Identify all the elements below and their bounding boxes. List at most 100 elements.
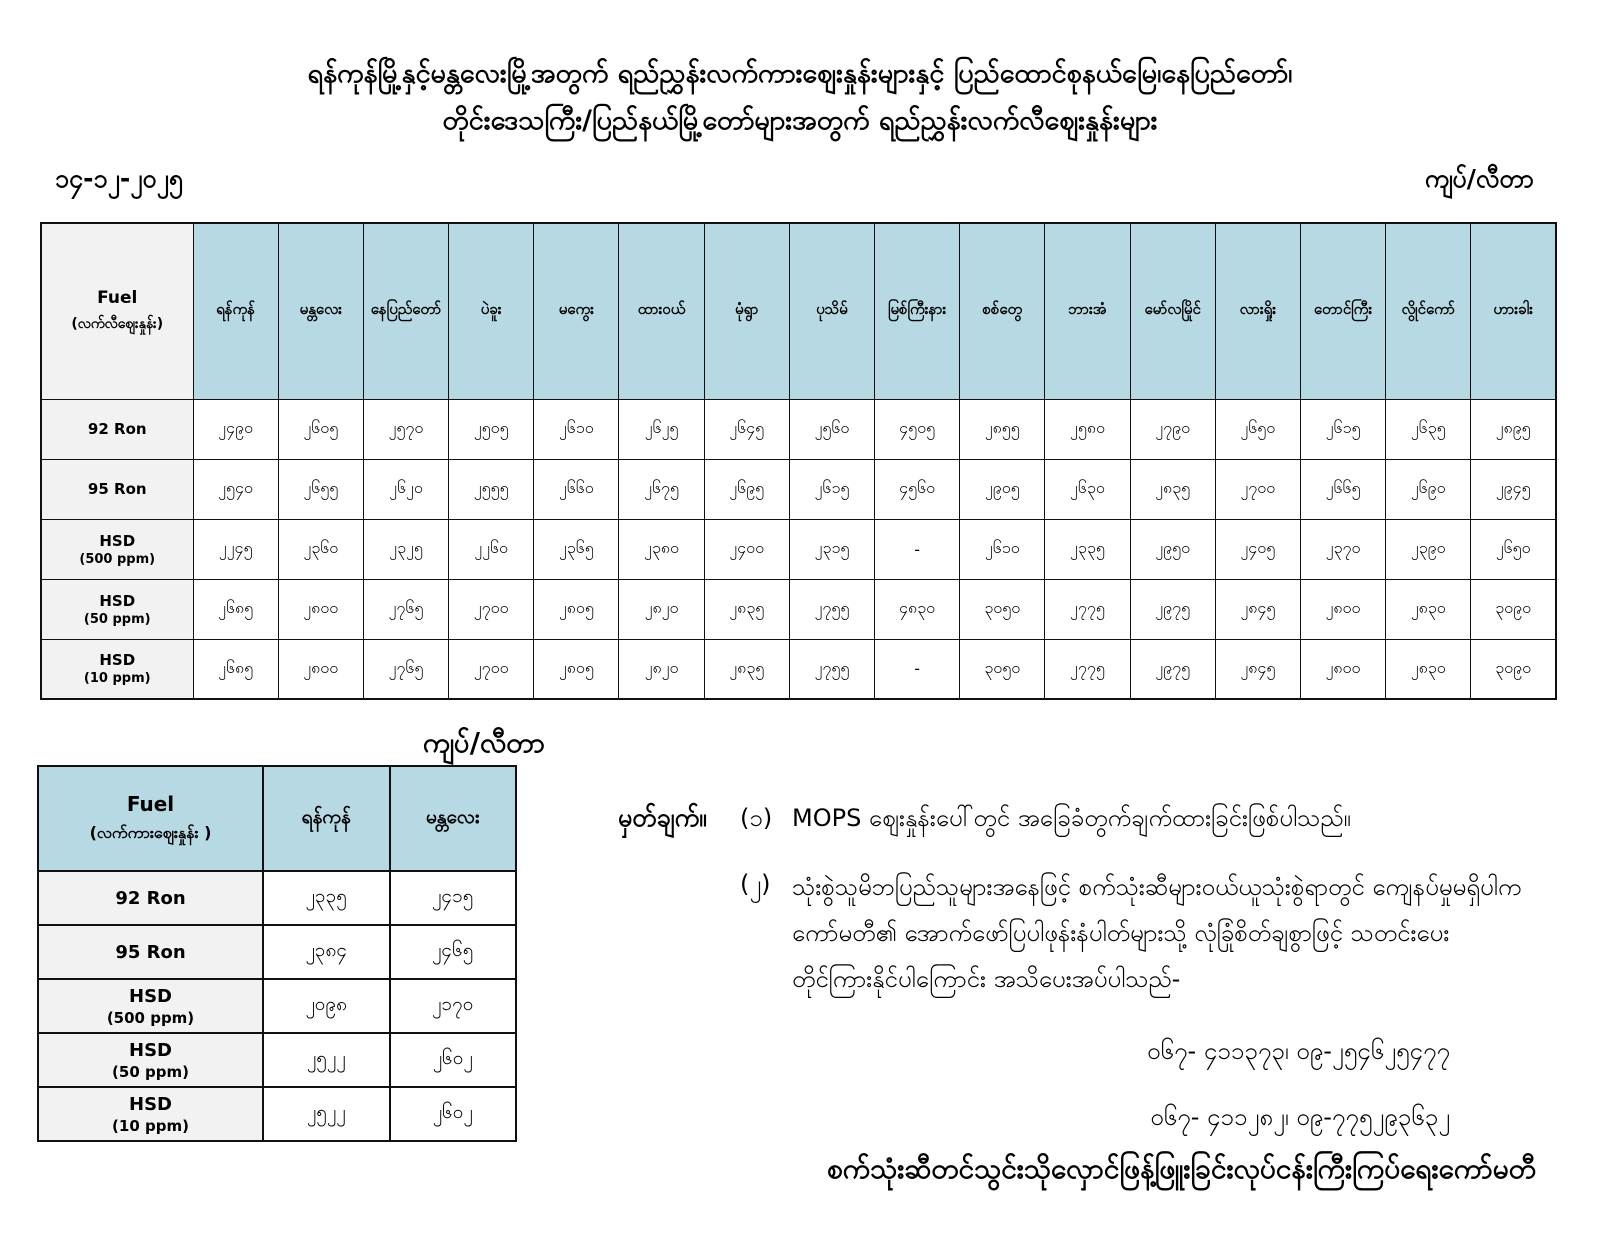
retail-price-cell-r0-c8: ၄၅၀၅ xyxy=(873,398,961,460)
retail-table-body: 92 Ron ၂၄၉၀ ၂၆၀၅ ၂၅၇၀ ၂၅၀၅ ၂၆၁၀ ၂၆၂၅ ၂၆၄၅ ၂၅၆၀ ၄၅… xyxy=(40,398,1557,700)
retail-price-cell-r4-c5: ၂၈၂၀ xyxy=(618,638,705,700)
retail-price-cell-r3-c7: ၂၇၅၅ xyxy=(788,578,876,640)
retail-city-header-4: မကွေး xyxy=(533,222,620,400)
retail-row-label-2: HSD (500 ppm) xyxy=(40,518,194,580)
retail-price-cell-r2-c10: ၂၃၃၅ xyxy=(1044,518,1131,580)
wholesale-fuel-name: HSD xyxy=(129,1093,172,1115)
retail-fuel-spec: (500 ppm) xyxy=(79,551,156,567)
wholesale-fuel-header-subtitle: (လက်ကားဈေးနှုန်း ) xyxy=(89,822,212,842)
retail-row-3: HSD (50 ppm) ၂၆၈၅ ၂၈၀၀ ၂၇၆၅ ၂၇၀၀ ၂၈၀၅ ၂၈၂၀ ၂၈၃၅၂… xyxy=(40,578,1557,640)
retail-row-2: HSD (500 ppm) ၂၂၄၅ ၂၃၆၀ ၂၃၂၅ ၂၂၆၀ ၂၃၆၅ ၂၃၈၀ ၂၄၀၀… xyxy=(40,518,1557,580)
wholesale-price-cell-r3-c1: ၂၆၀၂ xyxy=(388,1032,517,1088)
committee-signature: စက်သုံးဆီတင်သွင်းသိုလှောင်ဖြန့်ဖြူးခြင်း… xyxy=(826,1152,1536,1185)
note-2-line-1: သုံးစွဲသူမိဘပြည်သူများအနေဖြင့် စက်သုံးဆီ… xyxy=(792,873,1522,901)
retail-price-cell-r2-c0: ၂၂၄၅ xyxy=(192,518,279,580)
retail-price-cell-r4-c6: ၂၈၃၅ xyxy=(703,638,790,700)
retail-price-cell-r1-c9: ၂၉၀၅ xyxy=(959,458,1046,520)
retail-price-cell-r3-c13: ၂၈၀၀ xyxy=(1299,578,1387,640)
retail-price-cell-r0-c15: ၂၈၉၅ xyxy=(1470,398,1557,460)
retail-price-cell-r4-c14: ၂၈၃၀ xyxy=(1385,638,1472,700)
retail-fuel-header-cell: Fuel (လက်လီဈေးနှုန်း) xyxy=(40,222,194,400)
retail-price-cell-r2-c1: ၂၃၆၀ xyxy=(277,518,364,580)
retail-city-header-8: မြစ်ကြီးနား xyxy=(873,222,961,400)
wholesale-table-header: Fuel (လက်ကားဈေးနှုန်း ) ရန်ကုန် မန္တလေး xyxy=(37,765,517,872)
retail-fuel-spec: (50 ppm) xyxy=(83,611,151,627)
note-1-number: (၁) xyxy=(740,804,773,832)
phone-line-2: ၀၆၇- ၄၁၁၂၈၂၊ ၀၉-၇၇၅၂၉၃၆၃၂ xyxy=(1150,1103,1450,1131)
wholesale-row-2: HSD (500 ppm) ၂၀၉၈ ၂၁၇၀ xyxy=(37,978,517,1034)
retail-price-cell-r4-c8: - xyxy=(873,638,961,700)
retail-price-cell-r3-c12: ၂၈၄၅ xyxy=(1214,578,1301,640)
wholesale-price-cell-r2-c1: ၂၁၇၀ xyxy=(388,978,517,1034)
retail-city-header-0: ရန်ကုန် xyxy=(192,222,279,400)
notes-heading: မှတ်ချက်။ xyxy=(618,803,707,832)
retail-price-cell-r2-c14: ၂၃၉၀ xyxy=(1385,518,1472,580)
wholesale-price-table: Fuel (လက်ကားဈေးနှုန်း ) ရန်ကုန် မန္တလေး 9… xyxy=(37,765,517,1142)
retail-price-cell-r0-c1: ၂၆၀၅ xyxy=(277,398,364,460)
retail-price-cell-r0-c5: ၂၆၂၅ xyxy=(618,398,705,460)
page-title: ရန်ကုန်မြို့နှင့်မန္တလေးမြို့အတွက် ရည်ညွ… xyxy=(0,50,1600,144)
wholesale-price-cell-r2-c0: ၂၀၉၈ xyxy=(262,978,391,1034)
wholesale-row-label-1: 95 Ron xyxy=(37,924,264,980)
retail-row-label-4: HSD (10 ppm) xyxy=(40,638,194,700)
retail-price-cell-r2-c5: ၂၃၈၀ xyxy=(618,518,705,580)
retail-price-cell-r1-c4: ၂၆၆၀ xyxy=(533,458,620,520)
retail-price-cell-r1-c3: ၂၅၅၅ xyxy=(448,458,535,520)
retail-price-cell-r0-c4: ၂၆၁၀ xyxy=(533,398,620,460)
wholesale-fuel-name: HSD xyxy=(129,985,172,1007)
retail-fuel-header-subtitle: (လက်လီဈေးနှုန်း) xyxy=(71,315,164,332)
wholesale-price-cell-r1-c1: ၂၄၆၅ xyxy=(388,924,517,980)
retail-price-cell-r1-c0: ၂၅၄၀ xyxy=(192,458,279,520)
retail-price-cell-r2-c2: ၂၃၂၅ xyxy=(362,518,450,580)
retail-city-header-11: မော်လမြိုင် xyxy=(1129,222,1216,400)
note-2-row: (၂) သုံးစွဲသူမိဘပြည်သူများအနေဖြင့် စက်သု… xyxy=(618,864,1553,1002)
retail-price-cell-r3-c11: ၂၉၇၅ xyxy=(1129,578,1216,640)
retail-price-cell-r4-c2: ၂၇၆၅ xyxy=(362,638,450,700)
retail-price-cell-r2-c12: ၂၄၀၅ xyxy=(1214,518,1301,580)
retail-price-cell-r3-c8: ၄၈၃၀ xyxy=(873,578,961,640)
retail-price-cell-r2-c3: ၂၂၆၀ xyxy=(448,518,535,580)
wholesale-header-row: Fuel (လက်ကားဈေးနှုန်း ) ရန်ကုန် မန္တလေး xyxy=(37,765,517,872)
retail-city-header-15: ဟားခါး xyxy=(1470,222,1557,400)
retail-fuel-name: HSD xyxy=(99,591,136,610)
retail-price-cell-r3-c1: ၂၈၀၀ xyxy=(277,578,364,640)
retail-city-header-3: ပဲခူး xyxy=(448,222,535,400)
retail-price-cell-r3-c5: ၂၈၂၀ xyxy=(618,578,705,640)
wholesale-city-header-1: မန္တလေး xyxy=(388,765,517,872)
retail-price-cell-r1-c11: ၂၈၃၅ xyxy=(1129,458,1216,520)
retail-fuel-name: HSD xyxy=(99,531,136,550)
retail-price-cell-r1-c1: ၂၆၅၅ xyxy=(277,458,364,520)
retail-price-cell-r0-c2: ၂၅၇၀ xyxy=(362,398,450,460)
retail-price-cell-r0-c6: ၂၆၄၅ xyxy=(703,398,790,460)
retail-price-cell-r1-c10: ၂၆၃၀ xyxy=(1044,458,1131,520)
note-2-line-3: တိုင်ကြားနိုင်ပါကြောင်း အသိပေးအပ်ပါသည်- xyxy=(792,965,1181,993)
retail-price-cell-r4-c12: ၂၈၄၅ xyxy=(1214,638,1301,700)
retail-price-cell-r3-c3: ၂၇၀၀ xyxy=(448,578,535,640)
wholesale-price-cell-r3-c0: ၂၅၂၂ xyxy=(262,1032,391,1088)
retail-price-cell-r0-c10: ၂၅၈၀ xyxy=(1044,398,1131,460)
retail-row-4: HSD (10 ppm) ၂၆၈၅ ၂၈၀၀ ၂၇၆၅ ၂၇၀၀ ၂၈၀၅ ၂၈၂၀ ၂၈၃၅၂… xyxy=(40,638,1557,700)
retail-price-cell-r2-c4: ၂၃၆၅ xyxy=(533,518,620,580)
retail-price-cell-r3-c10: ၂၇၇၅ xyxy=(1044,578,1131,640)
wholesale-price-cell-r1-c0: ၂၃၈၄ xyxy=(262,924,391,980)
retail-price-cell-r0-c12: ၂၆၅၀ xyxy=(1214,398,1301,460)
note-2-number: (၂) xyxy=(740,870,771,898)
retail-header-row: Fuel (လက်လီဈေးနှုန်း) ရန်ကုန် မန္တလေး နေပြ… xyxy=(40,222,1557,400)
retail-city-header-5: ထားဝယ် xyxy=(618,222,705,400)
wholesale-table-body: 92 Ron ၂၃၃၅ ၂၄၁၅ 95 Ron ၂၃၈၄ ၂၄၆၅ HSD (500 ppm)… xyxy=(37,870,517,1142)
wholesale-row-label-2: HSD (500 ppm) xyxy=(37,978,264,1034)
retail-table-header: Fuel (လက်လီဈေးနှုန်း) ရန်ကုန် မန္တလေး နေပြ… xyxy=(40,222,1557,400)
retail-price-cell-r3-c0: ၂၆၈၅ xyxy=(192,578,279,640)
retail-fuel-name: HSD xyxy=(99,651,136,670)
notes-section: မှတ်ချက်။ (၁) MOPS ဈေးနှုန်းပေါ်တွင် အခြ… xyxy=(618,798,1553,1002)
retail-price-cell-r4-c3: ၂၇၀၀ xyxy=(448,638,535,700)
retail-price-table: Fuel (လက်လီဈေးနှုန်း) ရန်ကုန် မန္တလေး နေပြ… xyxy=(40,222,1557,700)
retail-price-cell-r1-c12: ၂၇၀၀ xyxy=(1214,458,1301,520)
wholesale-fuel-spec: (500 ppm) xyxy=(106,1008,195,1027)
unit-label-kyat-per-liter-top: ကျပ်/လီတာ xyxy=(1424,164,1534,193)
retail-price-cell-r1-c7: ၂၆၁၅ xyxy=(788,458,876,520)
note-2-text: သုံးစွဲသူမိဘပြည်သူများအနေဖြင့် စက်သုံးဆီ… xyxy=(792,864,1553,1002)
retail-price-cell-r3-c6: ၂၈၃၅ xyxy=(703,578,790,640)
note-2-line-2: ကော်မတီ၏ အောက်ဖော်ပြပါဖုန်းနံပါတ်များသို… xyxy=(792,919,1450,947)
